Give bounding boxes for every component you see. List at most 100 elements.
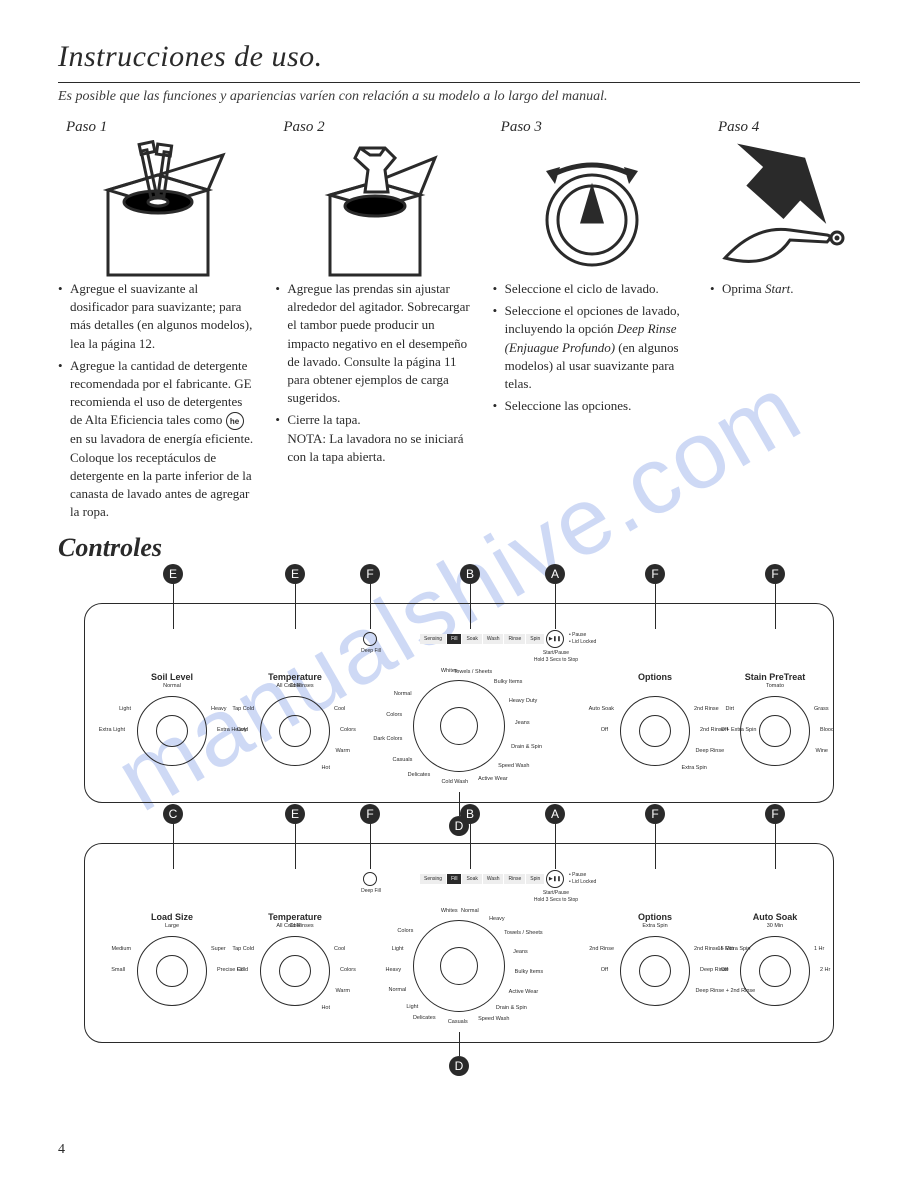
knob-label: Options — [605, 912, 705, 922]
deep-fill-button[interactable] — [363, 872, 377, 886]
progress-step: Wash — [483, 634, 505, 644]
knob-option: Colors — [340, 727, 356, 733]
deep-fill-label: Deep Fill — [356, 648, 386, 655]
step-4-image — [710, 140, 860, 280]
step-4-label: Paso 4 — [718, 119, 860, 136]
knob-stain-pretreat[interactable] — [740, 696, 810, 766]
step-4-bullet-1: Oprima Start. — [710, 280, 860, 298]
knob-option: Tomato — [755, 683, 795, 689]
knob-option: Cold — [275, 923, 315, 929]
leader-line — [655, 584, 656, 629]
knob-option: Auto Soak — [589, 706, 614, 712]
knob-soil-level[interactable] — [137, 696, 207, 766]
knob-option: Tap Cold — [232, 706, 254, 712]
leader-line — [459, 1032, 460, 1056]
knob-option: Extra Spin — [635, 923, 675, 929]
status-lights: • Pause• Lid Locked — [569, 632, 596, 645]
knob-label: Temperature — [245, 912, 345, 922]
knob-option: Cold — [237, 967, 248, 973]
knob-option: Normal — [389, 987, 407, 993]
knob-option: Heavy — [489, 916, 505, 922]
leader-line — [470, 584, 471, 629]
start-pause-button[interactable]: ▶❚❚ — [546, 870, 564, 888]
knob-option: Cold — [237, 727, 248, 733]
control-panel-1-wrap: EEFBAFFDDeep FillSensingFillSoakWashRins… — [58, 603, 860, 803]
panel-tag-C: C — [163, 804, 183, 824]
knob-option: Casuals — [438, 1019, 478, 1025]
knob-option: Tap Cold — [232, 946, 254, 952]
start-pause-label: Start/PauseHold 3 Secs to Stop — [531, 650, 581, 663]
knob-auto-soak[interactable] — [740, 936, 810, 1006]
knob-option: Jeans — [513, 949, 528, 955]
knob-option: Jeans — [515, 720, 530, 726]
progress-step: Rinse — [504, 634, 526, 644]
progress-step: Spin — [526, 874, 545, 884]
panel-tag-D: D — [449, 1056, 469, 1076]
knob-option: Grass — [814, 706, 829, 712]
knob-option: Light — [119, 706, 131, 712]
knob-option: Super — [211, 946, 226, 952]
knob-option: Cold — [275, 683, 315, 689]
knob-option: Blood — [820, 727, 834, 733]
knob-load-size[interactable] — [137, 936, 207, 1006]
panel-tag-A: A — [545, 804, 565, 824]
knob-option: Hot — [321, 765, 330, 771]
knob-option: Small — [111, 967, 125, 973]
knob-option: Normal — [394, 691, 412, 697]
deep-fill-button[interactable] — [363, 632, 377, 646]
step-3-text: Seleccione el ciclo de lavado. Seleccion… — [493, 280, 692, 415]
knob-option: Heavy — [211, 706, 227, 712]
step-1-image — [58, 140, 257, 280]
knob-option: Extra Spin — [681, 765, 706, 771]
progress-step: Spin — [526, 634, 545, 644]
knob-option: 2nd Rinse — [694, 706, 719, 712]
panel-tag-F: F — [765, 564, 785, 584]
leader-line — [555, 824, 556, 869]
knob-label: Load Size — [122, 912, 222, 922]
knob-option: Normal — [450, 908, 490, 914]
knob-option: Heavy Duty — [509, 698, 537, 704]
knob-option: Large — [152, 923, 192, 929]
knob-option: Deep Rinse — [695, 748, 724, 754]
knob-option: Hot — [321, 1005, 330, 1011]
start-pause-button[interactable]: ▶❚❚ — [546, 630, 564, 648]
step-1: Paso 1 Agregue el suavizante al dosifica… — [58, 119, 257, 525]
panel-tag-F: F — [360, 564, 380, 584]
page-title: Instrucciones de uso. — [58, 40, 860, 74]
knob-options[interactable] — [620, 936, 690, 1006]
knob-cycle[interactable] — [413, 680, 505, 772]
step-3: Paso 3 Seleccione el ciclo de lavado. Se… — [493, 119, 692, 525]
controls-title: Controles — [58, 533, 860, 563]
knob-cycle[interactable] — [413, 920, 505, 1012]
knob-temperature[interactable] — [260, 936, 330, 1006]
step-4: Paso 4 Oprima Start. — [710, 119, 860, 525]
progress-bar: SensingFillSoakWashRinseSpin — [420, 634, 545, 644]
control-panel-2: CEFBAFFDDeep FillSensingFillSoakWashRins… — [84, 843, 834, 1043]
knob-options[interactable] — [620, 696, 690, 766]
step-2: Paso 2 Agregue las prendas sin ajustar a… — [275, 119, 474, 525]
knob-temperature[interactable] — [260, 696, 330, 766]
panel-tag-E: E — [285, 564, 305, 584]
subtitle: Es posible que las funciones y aparienci… — [58, 89, 860, 105]
knob-option: Normal — [152, 683, 192, 689]
knob-option: Towels / Sheets — [504, 930, 543, 936]
knob-option: Delicates — [413, 1015, 436, 1021]
knob-option: Casuals — [393, 757, 413, 763]
panel-tag-F: F — [360, 804, 380, 824]
knob-option: Medium — [111, 946, 131, 952]
panel-tag-F: F — [765, 804, 785, 824]
knob-option: Extra Light — [99, 727, 125, 733]
step-3-bullet-1: Seleccione el ciclo de lavado. — [493, 280, 692, 298]
progress-step: Wash — [483, 874, 505, 884]
step-2-image — [275, 140, 474, 280]
panel-tag-A: A — [545, 564, 565, 584]
step-2-label: Paso 2 — [283, 119, 474, 136]
title-rule — [58, 82, 860, 83]
step-1-label: Paso 1 — [66, 119, 257, 136]
knob-option: Bulky Items — [515, 969, 543, 975]
knob-option: Warm — [335, 988, 349, 994]
knob-option: Off — [721, 967, 728, 973]
knob-option: Cold Wash — [435, 779, 475, 785]
knob-option: Off — [601, 727, 608, 733]
knob-option: Speed Wash — [478, 1016, 509, 1022]
